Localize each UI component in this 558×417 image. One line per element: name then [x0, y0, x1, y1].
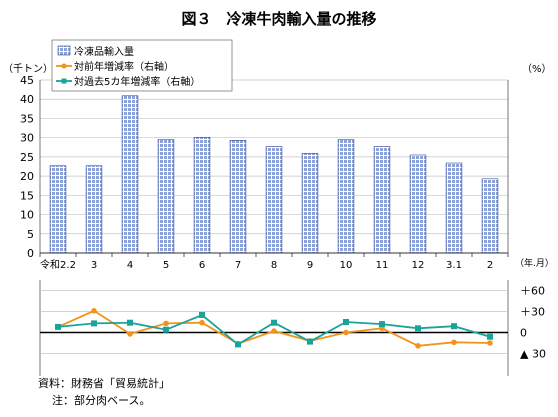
x-tick-label: 3.1: [446, 260, 462, 271]
line-point-1-4: [199, 312, 205, 318]
line-point-1-6: [271, 319, 277, 326]
bar-series-冷凍品輸入量: [49, 95, 499, 254]
x-tick-label: 11: [376, 260, 389, 271]
bar-9: [373, 146, 391, 254]
upper-y-tick-label: 30: [20, 132, 34, 145]
bar-8: [337, 139, 355, 254]
lower-y-axis-ticks: ＋60 ＋30 0 ▲ 30: [520, 285, 546, 361]
line-point-1-12: [487, 333, 493, 340]
y-axis-unit-left: （千トン）: [3, 63, 53, 75]
line-point-0-1: [91, 308, 97, 314]
legend: 冷凍品輸入量 対前年増減率（右軸） 対過去5カ年増減率（右軸）: [51, 39, 233, 92]
upper-y-tick-label: 45: [20, 74, 34, 87]
line-point-1-10: [415, 325, 421, 332]
y-axis-unit-right: （%）: [522, 63, 552, 75]
x-tick-label: 2: [487, 260, 493, 271]
source-note: 資料：財務省「貿易統計」: [38, 376, 170, 390]
upper-panel-axes: [39, 80, 509, 257]
x-tick-label: 12: [412, 260, 425, 271]
line-series: [55, 308, 493, 349]
line-point-0-2: [127, 331, 133, 337]
x-tick-label: 9: [307, 260, 313, 271]
upper-y-tick-label: 20: [20, 170, 34, 183]
x-tick-label: 3: [91, 260, 97, 271]
line-point-1-11: [451, 323, 457, 330]
x-tick-label: 10: [340, 260, 353, 271]
bar-5: [229, 140, 247, 254]
bar-0: [49, 165, 67, 254]
line-point-1-2: [127, 319, 133, 326]
line-point-1-3: [163, 326, 169, 333]
x-tick-label: 4: [127, 260, 133, 271]
lower-y-tick-label: ＋60: [520, 285, 545, 298]
line-point-0-8: [343, 329, 349, 336]
line-point-0-11: [451, 339, 457, 346]
legend-label-bar: 冷凍品輸入量: [74, 45, 134, 58]
line-point-1-1: [91, 320, 97, 327]
chart-title: 図３ 冷凍牛肉輸入量の推移: [181, 10, 376, 28]
legend-box: [51, 39, 233, 92]
footnote: 注：部分肉ベース。: [52, 393, 150, 407]
x-tick-label: 6: [199, 260, 205, 271]
lower-y-tick-label: 0: [520, 327, 527, 340]
x-axis-tick-labels: 令和2.2 3 4 5 6 7 8 9 10 11 12 3.1 2: [40, 258, 493, 271]
lower-y-tick-label: ＋30: [520, 306, 545, 319]
bar-6: [265, 146, 283, 254]
x-tick-label: 5: [163, 260, 169, 271]
line-point-1-7: [307, 338, 313, 345]
line-point-0-4: [199, 319, 205, 326]
upper-y-tick-label: 35: [20, 112, 34, 125]
bar-11: [445, 162, 463, 254]
bar-3: [157, 139, 175, 254]
bar-10: [409, 154, 427, 254]
x-tick-label: 8: [271, 260, 277, 271]
bar-12: [481, 178, 499, 254]
line-point-1-5: [235, 341, 241, 348]
upper-y-tick-label: 10: [20, 209, 34, 222]
line-point-1-9: [379, 321, 385, 328]
bar-2: [121, 95, 139, 254]
legend-label-5yr: 対過去5カ年増減率（右軸）: [74, 75, 200, 88]
upper-y-tick-label: 0: [27, 247, 34, 260]
bar-4: [193, 136, 211, 254]
legend-marker-yoy: [61, 63, 67, 69]
upper-y-tick-label: 40: [20, 93, 34, 106]
x-tick-label: 令和2.2: [40, 258, 76, 271]
upper-y-axis-ticks: 0 5 10 15 20 25 30 35 40 45: [20, 74, 34, 260]
upper-y-tick-label: 5: [27, 228, 34, 241]
upper-y-tick-label: 25: [20, 151, 34, 164]
legend-marker-5yr: [61, 78, 67, 84]
line-point-0-6: [271, 328, 277, 334]
line-point-1-8: [343, 319, 349, 325]
legend-swatch-bar: [57, 45, 71, 56]
upper-y-tick-label: 15: [20, 189, 34, 202]
line-point-1-0: [55, 323, 61, 330]
x-axis-unit: （年.月）: [515, 257, 554, 269]
line-point-0-3: [163, 320, 169, 327]
lower-y-tick-label: ▲ 30: [520, 348, 546, 361]
legend-label-yoy: 対前年増減率（右軸）: [74, 60, 174, 73]
bar-1: [85, 165, 103, 254]
bar-7: [301, 153, 319, 254]
x-tick-label: 7: [235, 260, 241, 271]
line-point-0-12: [487, 340, 493, 346]
line-point-0-10: [415, 343, 421, 349]
